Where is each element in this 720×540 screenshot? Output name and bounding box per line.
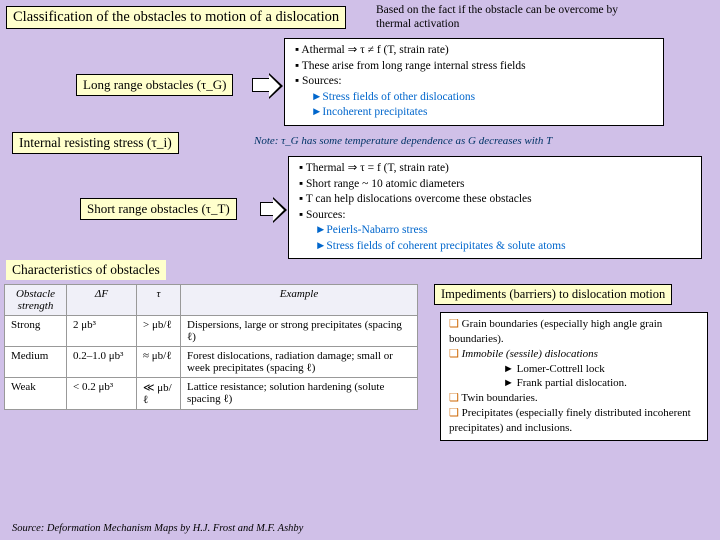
sr-b1: ▪ Thermal ⇒ τ = f (T, strain rate) — [297, 161, 693, 177]
lr-b3: ▪ Sources: — [293, 74, 655, 90]
arrow-long — [252, 78, 270, 92]
long-range-label: Long range obstacles (τ_G) — [76, 74, 233, 96]
arrow-short — [260, 202, 274, 216]
imp-b2: ❑ Immobile (sessile) dislocations — [449, 347, 699, 362]
note-text: Note: τ_G has some temperature dependenc… — [254, 135, 552, 147]
table-row: Strong2 μb³> μb/ℓDispersions, large or s… — [5, 316, 418, 347]
lr-b1: ▪ Athermal ⇒ τ ≠ f (T, strain rate) — [293, 43, 655, 59]
impediments-box: ❑ Grain boundaries (especially high angl… — [440, 312, 708, 441]
title-box: Classification of the obstacles to motio… — [6, 6, 346, 29]
sr-b2: ▪ Short range ~ 10 atomic diameters — [297, 177, 693, 193]
sr-s2: ►Stress fields of coherent precipitates … — [297, 239, 693, 255]
impediments-title: Impediments (barriers) to dislocation mo… — [434, 284, 672, 305]
internal-label: Internal resisting stress (τ_i) — [12, 132, 179, 154]
table-row: Medium0.2–1.0 μb³≈ μb/ℓForest dislocatio… — [5, 347, 418, 378]
lr-s1: ►Stress fields of other dislocations — [293, 90, 655, 106]
table-row: Weak< 0.2 μb³≪ μb/ℓLattice resistance; s… — [5, 378, 418, 410]
lr-s2: ►Incoherent precipitates — [293, 105, 655, 121]
lr-b2: ▪ These arise from long range internal s… — [293, 59, 655, 75]
imp-s2: ► Frank partial dislocation. — [449, 376, 699, 391]
characteristics-label: Characteristics of obstacles — [6, 260, 166, 280]
short-range-label: Short range obstacles (τ_T) — [80, 198, 237, 220]
source-citation: Source: Deformation Mechanism Maps by H.… — [12, 523, 303, 534]
short-range-info: ▪ Thermal ⇒ τ = f (T, strain rate) ▪ Sho… — [288, 156, 702, 259]
imp-s1: ► Lomer-Cottrell lock — [449, 362, 699, 377]
imp-b3: ❑ Twin boundaries. — [449, 391, 699, 406]
imp-b4: ❑ Precipitates (especially finely distri… — [449, 406, 699, 436]
sr-s1: ►Peierls-Nabarro stress — [297, 223, 693, 239]
long-range-info: ▪ Athermal ⇒ τ ≠ f (T, strain rate) ▪ Th… — [284, 38, 664, 126]
obstacle-table: Obstacle strengthΔFτExample Strong2 μb³>… — [4, 284, 418, 410]
imp-b1: ❑ Grain boundaries (especially high angl… — [449, 317, 699, 347]
table-header: Obstacle strengthΔFτExample — [5, 285, 418, 316]
sr-b3: ▪ T can help dislocations overcome these… — [297, 192, 693, 208]
basis-text: Based on the fact if the obstacle can be… — [376, 4, 646, 32]
sr-b4: ▪ Sources: — [297, 208, 693, 224]
